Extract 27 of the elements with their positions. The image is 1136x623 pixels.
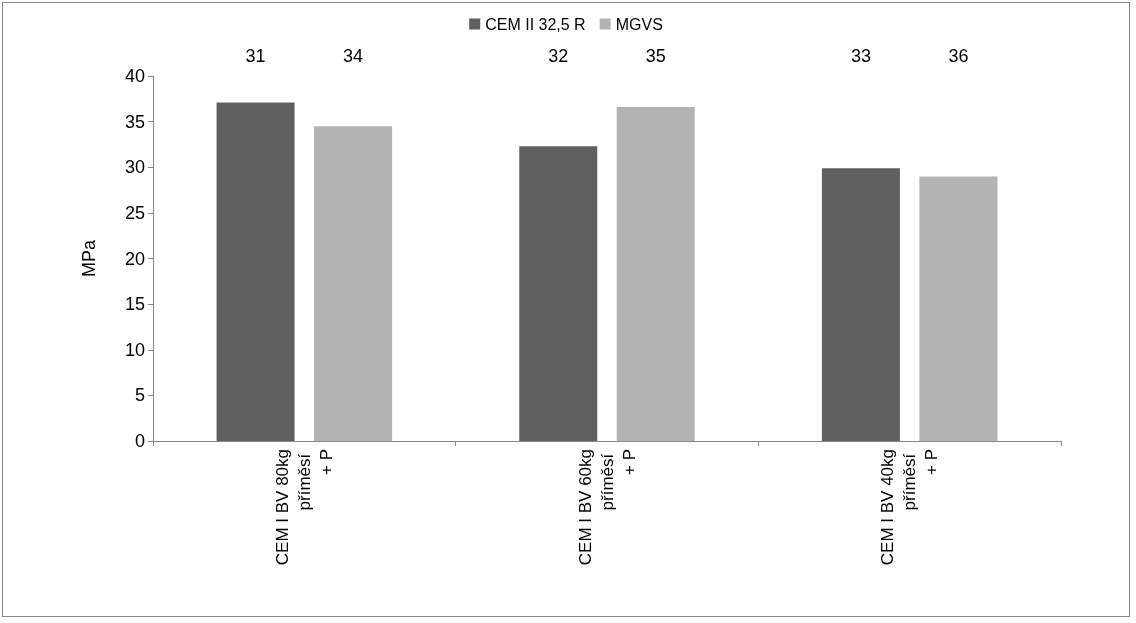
- text: 32: [548, 46, 569, 66]
- y-tick-label: 30: [124, 157, 145, 178]
- x-tick-label: CEM I BV 40kg příměsí + P: [878, 449, 942, 566]
- x-tick-label: CEM I BV 80kg příměsí + P: [272, 449, 336, 566]
- y-tick-label: 5: [134, 385, 145, 406]
- bar: [616, 107, 695, 441]
- y-tick-label: 40: [124, 66, 145, 86]
- y-tick-label: 15: [124, 294, 145, 315]
- text: 31: [245, 46, 266, 66]
- y-tick-label: 10: [124, 339, 145, 360]
- y-axis-title: MPa: [79, 239, 99, 278]
- y-tick-label: 20: [124, 248, 145, 269]
- bar: [519, 146, 598, 441]
- bar: [314, 126, 393, 441]
- legend-label: MGVS: [615, 15, 663, 33]
- text: 35: [645, 46, 666, 66]
- x-tick-label: CEM I BV 60kg příměsí + P: [575, 449, 639, 566]
- y-tick-label: 0: [134, 431, 145, 451]
- text: 36: [948, 46, 969, 66]
- bar: [216, 102, 295, 441]
- text: 34: [343, 46, 364, 66]
- y-tick-label: 35: [124, 111, 145, 132]
- legend-label: CEM II 32,5 R: [485, 15, 586, 33]
- text: 33: [850, 46, 871, 66]
- y-tick-label: 25: [124, 202, 145, 223]
- bar: [821, 168, 900, 441]
- bar: [919, 176, 998, 441]
